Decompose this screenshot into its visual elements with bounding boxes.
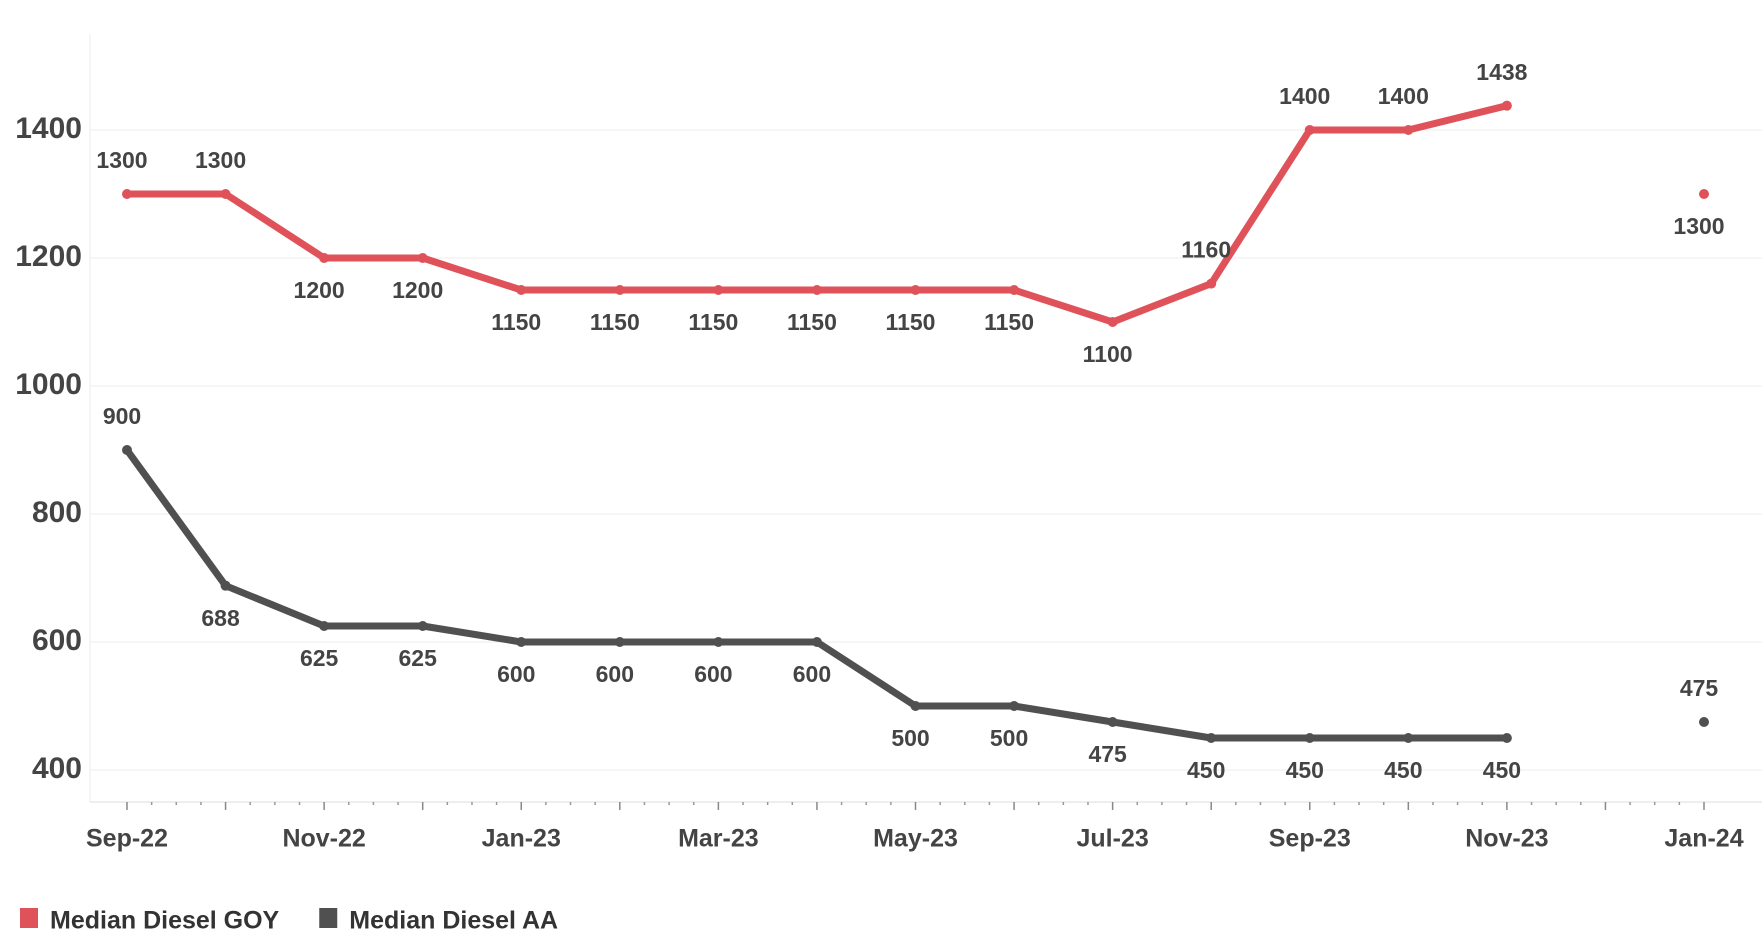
point [516, 637, 527, 647]
point [220, 580, 231, 591]
point [1206, 733, 1217, 743]
legend-swatch [20, 908, 38, 928]
point [713, 285, 724, 295]
data-label: 450 [1384, 757, 1422, 783]
point [1501, 733, 1512, 743]
point [910, 701, 921, 711]
data-label: 688 [201, 605, 240, 631]
point [1699, 189, 1709, 199]
data-label: 600 [793, 661, 831, 687]
data-label: 1300 [96, 147, 147, 173]
point [1403, 733, 1414, 743]
data-label: 1150 [984, 309, 1034, 335]
point [417, 621, 428, 631]
y-tick-label: 800 [32, 496, 82, 529]
point [1206, 278, 1217, 289]
data-label: 500 [891, 725, 929, 751]
legend-label: Median Diesel GOY [50, 907, 280, 935]
data-label: 1150 [787, 309, 837, 335]
data-label: 1100 [1083, 341, 1133, 367]
x-tick-label: Nov-23 [1465, 825, 1548, 853]
data-label: 450 [1483, 757, 1521, 783]
x-tick-label: Mar-23 [678, 825, 759, 853]
point [1009, 701, 1020, 711]
point [614, 637, 625, 647]
data-label: 1150 [491, 309, 541, 335]
data-label: 1438 [1476, 59, 1527, 85]
point [614, 285, 625, 295]
y-tick-label: 1200 [15, 240, 82, 273]
y-tick-label: 600 [32, 624, 82, 657]
x-tick-label: Nov-22 [282, 825, 365, 853]
point [1009, 285, 1020, 295]
y-tick-label: 1400 [15, 112, 82, 145]
x-tick-label: Jan-24 [1664, 825, 1743, 853]
data-label: 625 [399, 645, 438, 671]
point [220, 189, 231, 199]
data-label: 1150 [886, 309, 936, 335]
series-line [124, 447, 1507, 742]
data-label: 1160 [1181, 237, 1231, 263]
point [811, 637, 822, 647]
x-tick-label: May-23 [873, 825, 958, 853]
data-label: 1200 [294, 277, 345, 303]
data-label: 1300 [195, 147, 246, 173]
data-label: 600 [596, 661, 634, 687]
data-label: 1150 [590, 309, 640, 335]
data-label: 900 [103, 403, 141, 429]
data-label: 1150 [688, 309, 738, 335]
legend-label: Median Diesel AA [349, 907, 558, 935]
legend-swatch [319, 908, 338, 928]
point [516, 285, 527, 295]
data-label: 625 [300, 645, 339, 671]
data-label: 450 [1286, 757, 1324, 783]
data-label: 450 [1187, 757, 1225, 783]
point [122, 445, 132, 455]
point [713, 637, 724, 647]
point [1501, 100, 1512, 111]
point [1107, 717, 1118, 727]
point [319, 621, 330, 631]
data-label: 1400 [1279, 83, 1330, 109]
data-label: 1300 [1673, 213, 1724, 239]
y-tick-label: 400 [32, 752, 82, 785]
x-tick-label: Sep-23 [1269, 825, 1351, 853]
data-label: 500 [990, 725, 1028, 751]
data-label: 475 [1088, 741, 1127, 767]
x-tick-label: Jul-23 [1076, 825, 1148, 853]
data-label: 1200 [392, 277, 443, 303]
point [811, 285, 822, 295]
data-label: 600 [497, 661, 535, 687]
x-tick-label: Sep-22 [86, 825, 168, 853]
point [1304, 733, 1315, 743]
data-label: 475 [1680, 675, 1719, 701]
y-tick-label: 1000 [15, 368, 82, 401]
point [1403, 125, 1414, 135]
data-label: 600 [694, 661, 732, 687]
data-label: 1400 [1378, 83, 1429, 109]
point [1107, 317, 1118, 327]
point [122, 189, 132, 199]
point [1304, 125, 1315, 135]
point [1699, 717, 1709, 727]
point [319, 253, 330, 263]
point [910, 285, 921, 295]
point [417, 253, 428, 263]
x-tick-label: Jan-23 [482, 825, 561, 853]
